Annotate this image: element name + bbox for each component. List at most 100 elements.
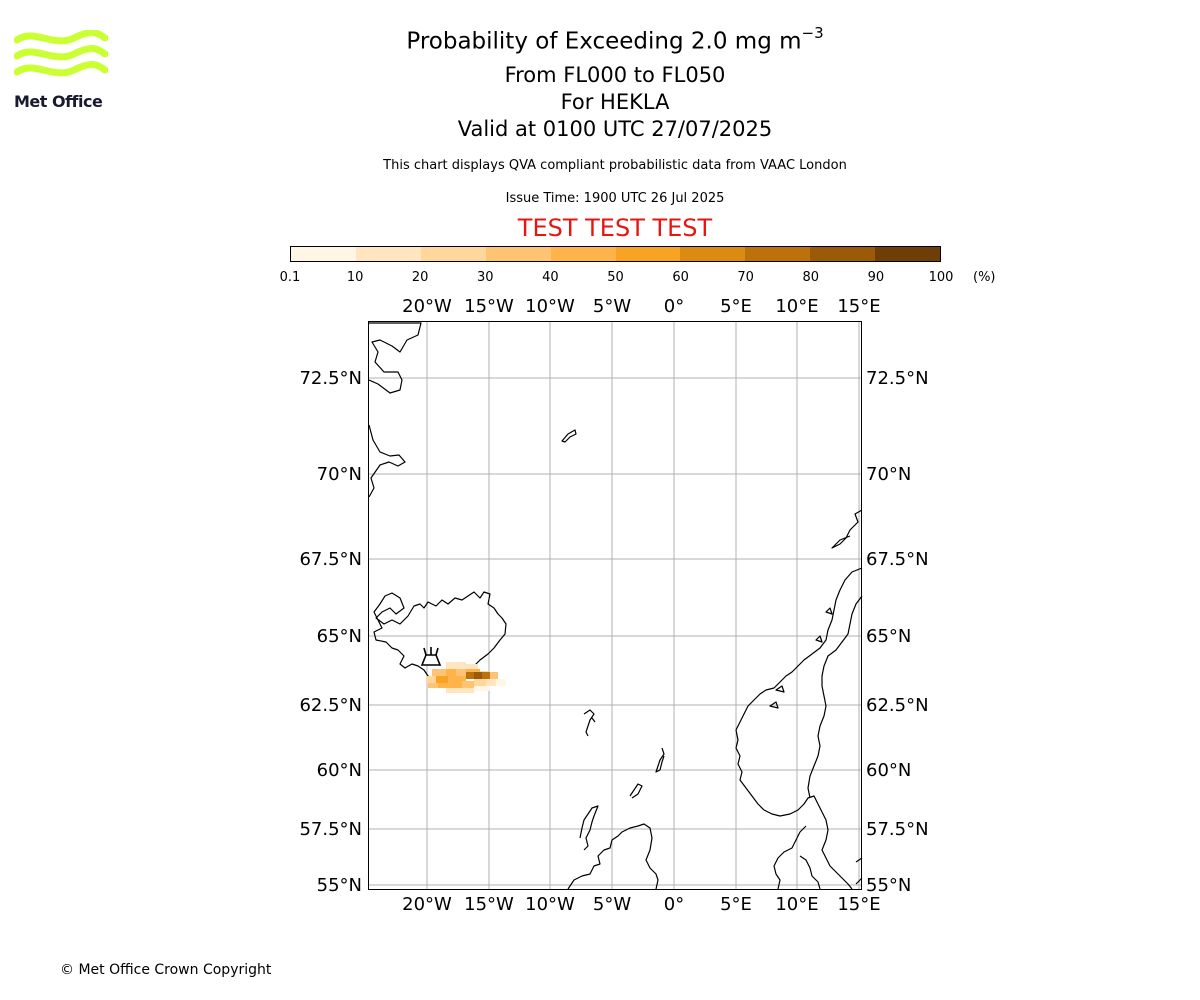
colorbar-tick-label: 40 (542, 270, 559, 285)
colorbar-segment (550, 247, 616, 261)
longitude-labels-top: 20°W 15°W 10°W 5°W 0° 5°E 10°E 15°E (402, 296, 880, 317)
longitude-label: 0° (664, 296, 684, 317)
colorbar-segment (485, 247, 551, 261)
plume-cell (448, 676, 458, 683)
chart-title: Probability of Exceeding 2.0 mg m−3 (0, 24, 1200, 55)
longitude-label: 0° (664, 894, 684, 915)
coastline-scotland (567, 783, 659, 890)
plume-cell (466, 664, 478, 671)
longitude-label: 10°W (525, 894, 575, 915)
plume-cell (436, 676, 448, 683)
longitude-label: 15°E (837, 296, 880, 317)
valid-time: Valid at 0100 UTC 27/07/2025 (457, 117, 773, 141)
coastline-shetland (655, 747, 665, 773)
longitude-label: 15°W (464, 894, 514, 915)
longitude-label: 5°E (720, 894, 752, 915)
colorbar-segment (420, 247, 486, 261)
coastline-norway-islands (769, 607, 833, 709)
plume-cell (466, 672, 474, 679)
latitude-label: 62.5°N (866, 695, 929, 716)
latitude-label: 65°N (317, 626, 362, 647)
longitude-label: 10°W (525, 296, 575, 317)
probability-colorbar (290, 246, 941, 262)
plume-cell (456, 662, 466, 669)
latitude-label: 70°N (866, 464, 911, 485)
latitude-labels-right: 72.5°N 70°N 67.5°N 65°N 62.5°N 60°N 57.5°N 55°N (866, 368, 929, 896)
flight-level-range: From FL000 to FL050 (504, 63, 726, 87)
plume-cell (482, 672, 490, 679)
longitude-label: 15°W (464, 296, 514, 317)
latitude-labels-left: 72.5°N 70°N 67.5°N 65°N 62.5°N 60°N 57.5°N 55°N (299, 368, 362, 896)
longitude-label: 20°W (402, 894, 452, 915)
chart-title-exponent: −3 (801, 24, 824, 42)
test-banner: TEST TEST TEST (517, 214, 713, 242)
plume-cell (438, 683, 450, 688)
plume-cell (486, 679, 500, 686)
volcano-name: For HEKLA (560, 90, 670, 114)
colorbar-segment (680, 247, 746, 261)
plume-cell (496, 679, 506, 686)
longitude-label: 5°W (593, 296, 631, 317)
coastlines (368, 322, 863, 890)
latitude-label: 62.5°N (299, 695, 362, 716)
latitude-label: 67.5°N (866, 549, 929, 570)
coastline-greenland (368, 322, 422, 498)
longitude-label: 5°E (720, 296, 752, 317)
latitude-label: 72.5°N (299, 368, 362, 389)
colorbar-tick-label: 10 (346, 270, 364, 285)
longitude-label: 5°W (593, 894, 631, 915)
disclaimer-text: This chart displays QVA compliant probab… (383, 158, 847, 173)
coastline-scandinavia (735, 509, 863, 890)
latitude-label: 57.5°N (299, 819, 362, 840)
colorbar-segment (355, 247, 421, 261)
longitude-labels-bottom: 20°W 15°W 10°W 5°W 0° 5°E 10°E 15°E (402, 894, 880, 915)
colorbar-tick-label: 90 (867, 270, 885, 285)
plume-cell (446, 688, 460, 693)
coastline-jan-mayen (561, 429, 577, 443)
longitude-label: 15°E (837, 894, 880, 915)
colorbar-tick-label: 80 (802, 270, 820, 285)
colorbar-tick-label: 0.1 (279, 270, 301, 285)
longitude-label: 10°E (775, 894, 818, 915)
colorbar-segment (745, 247, 811, 261)
coastline-iceland (373, 591, 507, 682)
latitude-label: 70°N (317, 464, 362, 485)
colorbar-unit: (%) (973, 270, 996, 285)
latitude-label: 60°N (866, 760, 911, 781)
latitude-label: 72.5°N (866, 368, 929, 389)
plume-cell (426, 676, 436, 683)
latitude-label: 65°N (866, 626, 911, 647)
latitude-label: 67.5°N (299, 549, 362, 570)
plume-cell (428, 683, 438, 688)
latitude-label: 55°N (866, 875, 911, 896)
latitude-label: 60°N (317, 760, 362, 781)
colorbar-segment (810, 247, 876, 261)
colorbar-segment (875, 247, 941, 261)
plume-cell (446, 669, 456, 676)
latitude-label: 55°N (317, 875, 362, 896)
copyright-notice: © Met Office Crown Copyright (60, 962, 272, 978)
chart-title-text: Probability of Exceeding 2.0 mg m (406, 28, 802, 55)
longitude-label: 10°E (775, 296, 818, 317)
map-frame (368, 321, 862, 890)
colorbar-segment (291, 247, 356, 261)
plume-cell (460, 688, 474, 693)
issue-time: Issue Time: 1900 UTC 26 Jul 2025 (505, 191, 725, 206)
plume-cell (490, 672, 498, 679)
plume-cell (446, 662, 456, 669)
colorbar-tick-label: 100 (928, 270, 954, 285)
met-office-logo (14, 30, 108, 77)
plume-cell (456, 669, 466, 676)
colorbar-tick-label: 70 (737, 270, 754, 285)
graticule (369, 322, 861, 889)
colorbar-segment (615, 247, 681, 261)
met-office-logo-text: Met Office (14, 92, 103, 111)
colorbar-tick-label: 30 (477, 270, 494, 285)
plume-cell (450, 683, 462, 688)
plume-cell (462, 681, 474, 688)
plume-cell (474, 679, 486, 686)
volcano-icon (420, 647, 442, 666)
plume-cell (458, 676, 466, 683)
coastline-faroes (583, 709, 596, 737)
